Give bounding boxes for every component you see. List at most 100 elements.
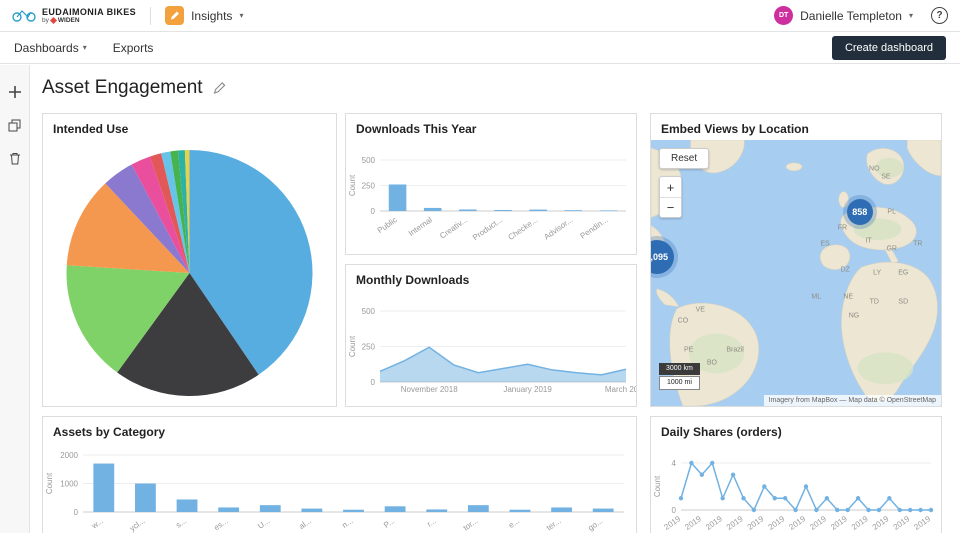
svg-text:Count: Count (348, 335, 357, 357)
duplicate-dashboard-button[interactable] (8, 119, 21, 132)
assets-bar-chart[interactable]: 0 1000 2000 Count w... ycl... s... es... U... al.… (43, 443, 636, 533)
svg-text:Count: Count (348, 174, 357, 196)
svg-text:1000: 1000 (60, 480, 78, 489)
monthly-downloads-area-chart[interactable]: 0 250 500 Count November 2018 January 2019 Mar… (346, 291, 636, 404)
svg-text:2019: 2019 (912, 514, 932, 532)
intended-use-pie-chart[interactable] (43, 140, 336, 406)
svg-text:Internal: Internal (407, 215, 434, 238)
svg-text:ycl...: ycl... (128, 516, 147, 533)
sub-nav: Dashboards ▾ Exports Create dashboard (0, 32, 960, 64)
widget-title: Intended Use (53, 122, 129, 136)
svg-text:4: 4 (672, 459, 677, 468)
svg-text:Advisor...: Advisor... (542, 215, 574, 241)
widen-diamond-icon (49, 16, 57, 25)
delete-dashboard-button[interactable] (9, 152, 21, 165)
svg-text:2019: 2019 (767, 514, 787, 532)
svg-text:Count: Count (45, 472, 54, 494)
svg-text:P...: P... (382, 516, 396, 530)
svg-text:250: 250 (362, 182, 376, 191)
create-dashboard-button[interactable]: Create dashboard (831, 35, 946, 60)
svg-text:January 2019: January 2019 (503, 385, 552, 394)
svg-text:2019: 2019 (662, 514, 682, 532)
svg-text:Count: Count (653, 475, 662, 497)
svg-text:Pendin...: Pendin... (579, 215, 610, 240)
widget-title: Embed Views by Location (661, 122, 809, 136)
svg-text:2000: 2000 (60, 451, 78, 460)
svg-text:al...: al... (297, 516, 313, 531)
svg-text:ter...: ter... (545, 516, 563, 532)
map-reset-button[interactable]: Reset (659, 148, 710, 169)
edit-title-icon[interactable] (212, 81, 226, 95)
chevron-down-icon: ▾ (239, 11, 244, 20)
map-svg (651, 140, 941, 406)
widget-daily-shares: Daily Shares (orders) 0 4 Count 2019 2019 201… (650, 416, 942, 533)
map-attribution: Imagery from MapBox — Map data © OpenStr… (763, 395, 941, 406)
widget-title: Assets by Category (53, 425, 166, 439)
chevron-down-icon: ▾ (82, 43, 87, 52)
map-zoom-control: + − (659, 176, 682, 218)
svg-text:2019: 2019 (746, 514, 766, 532)
add-widget-button[interactable] (8, 85, 22, 99)
user-menu[interactable]: DT Danielle Templeton ▾ (774, 6, 913, 25)
svg-text:0: 0 (371, 378, 376, 387)
svg-text:w...: w... (89, 516, 105, 531)
map-scale: 3000 km 1000 mi (659, 363, 700, 390)
widget-embed-views: Embed Views by Location (650, 113, 942, 407)
map-zoom-in-button[interactable]: + (666, 179, 675, 195)
copy-icon (8, 119, 21, 132)
svg-text:March 2019: March 2019 (605, 385, 636, 394)
svg-text:n...: n... (340, 516, 354, 530)
svg-text:Product...: Product... (471, 215, 504, 242)
header-divider (150, 6, 152, 25)
nav-dashboards[interactable]: Dashboards ▾ (14, 40, 87, 55)
insights-label: Insights (191, 8, 233, 23)
svg-text:500: 500 (362, 156, 376, 165)
svg-text:500: 500 (362, 307, 376, 316)
help-button[interactable]: ? (931, 7, 948, 24)
brand-name: EUDAIMONIA BIKES (42, 6, 137, 17)
map-scale-km: 3000 km (659, 363, 700, 375)
insights-app-icon (165, 6, 185, 25)
svg-text:U...: U... (256, 516, 271, 531)
nav-exports[interactable]: Exports (112, 40, 154, 55)
map-canvas[interactable]: Reset + − 3000 km 1000 mi Imagery from M… (651, 140, 941, 406)
svg-text:2019: 2019 (808, 514, 828, 532)
svg-text:2019: 2019 (683, 514, 703, 532)
widget-title: Daily Shares (orders) (661, 425, 782, 439)
widget-assets-by-category: Assets by Category 0 1000 2000 Count w... ycl… (42, 416, 637, 533)
svg-text:November 2018: November 2018 (401, 385, 458, 394)
svg-text:r...: r... (425, 516, 437, 528)
map-cluster-marker[interactable]: 1,095 (651, 240, 674, 275)
map-zoom-out-button[interactable]: − (660, 197, 681, 217)
svg-text:es...: es... (212, 516, 230, 532)
widget-title: Monthly Downloads (356, 273, 470, 287)
widget-title: Downloads This Year (356, 122, 477, 136)
svg-text:250: 250 (362, 343, 376, 352)
svg-text:s...: s... (174, 516, 188, 529)
map-scale-mi: 1000 mi (659, 376, 700, 390)
avatar: DT (774, 6, 794, 25)
svg-text:2019: 2019 (892, 514, 912, 532)
brand-logo[interactable]: EUDAIMONIA BIKES by WIDEN (12, 7, 136, 25)
svg-text:0: 0 (371, 207, 376, 216)
downloads-bar-chart[interactable]: 0 250 500 Count Public Internal Creativ... Prod… (346, 140, 636, 252)
svg-text:Checke...: Checke... (506, 215, 539, 242)
widget-downloads-this-year: Downloads This Year 0 250 500 Count Public In… (345, 113, 637, 255)
svg-text:2019: 2019 (850, 514, 870, 532)
trash-icon (9, 153, 20, 165)
brand-sub: by WIDEN (42, 16, 80, 25)
svg-text:2019: 2019 (871, 514, 891, 532)
svg-text:Public: Public (376, 215, 399, 235)
svg-text:2019: 2019 (787, 514, 807, 532)
svg-text:e...: e... (507, 516, 521, 530)
svg-text:go...: go... (586, 516, 604, 532)
widget-monthly-downloads: Monthly Downloads 0 250 500 Count November 2… (345, 264, 637, 407)
svg-text:2019: 2019 (704, 514, 724, 532)
widget-intended-use: Intended Use (42, 113, 337, 407)
map-cluster-marker[interactable]: 858 (846, 198, 873, 225)
dashboard-toolbar (0, 65, 30, 533)
daily-shares-line-chart[interactable]: 0 4 Count 2019 2019 2019 2019 2019 2019 2019 2019 2… (651, 443, 941, 533)
plus-icon (8, 86, 21, 98)
insights-menu[interactable]: Insights ▾ (165, 6, 243, 25)
chevron-down-icon: ▾ (908, 11, 913, 20)
